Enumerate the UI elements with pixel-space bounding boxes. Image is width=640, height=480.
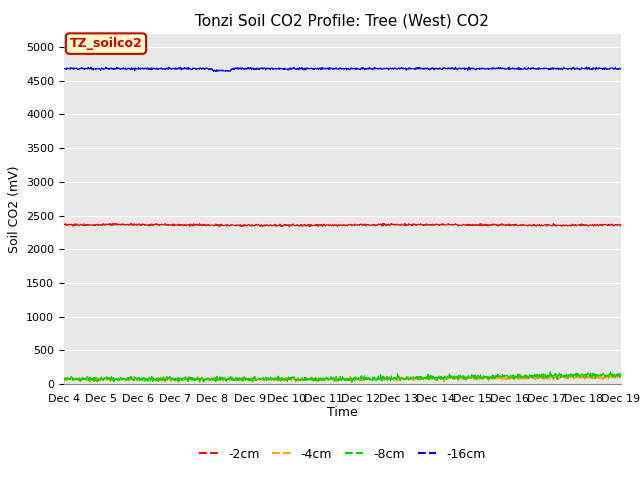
-16cm [452,64,460,70]
-8cm [301,374,309,380]
-2cm [248,223,255,229]
Text: TZ_soilco2: TZ_soilco2 [70,37,142,50]
-8cm [154,376,162,382]
-16cm [353,66,361,72]
Y-axis label: Soil CO2 (mV): Soil CO2 (mV) [8,165,20,252]
-4cm [617,374,625,380]
-4cm [365,375,372,381]
-8cm [617,371,625,376]
-16cm [248,65,256,71]
-2cm [353,222,361,228]
Legend: -2cm, -4cm, -8cm, -16cm: -2cm, -4cm, -8cm, -16cm [194,443,491,466]
-8cm [348,379,356,385]
-4cm [154,378,162,384]
-8cm [134,375,141,381]
-4cm [353,377,361,383]
-8cm [353,376,361,382]
-4cm [248,376,256,382]
-2cm [302,223,310,228]
X-axis label: Time: Time [327,407,358,420]
-2cm [134,222,141,228]
Line: -8cm: -8cm [64,372,621,382]
-4cm [302,378,310,384]
-2cm [154,221,162,227]
-16cm [617,66,625,72]
-4cm [568,372,576,378]
-2cm [617,222,625,228]
-16cm [154,67,162,72]
-16cm [365,66,372,72]
-16cm [302,67,310,72]
Title: Tonzi Soil CO2 Profile: Tree (West) CO2: Tonzi Soil CO2 Profile: Tree (West) CO2 [195,13,490,28]
-2cm [365,222,372,228]
-16cm [60,65,68,71]
-8cm [365,376,372,382]
-8cm [60,376,68,382]
-2cm [401,220,409,226]
-4cm [60,377,68,383]
-8cm [547,369,554,375]
Line: -2cm: -2cm [64,223,621,227]
-16cm [210,69,218,74]
-8cm [248,375,255,381]
-16cm [134,66,141,72]
Line: -4cm: -4cm [64,375,621,382]
-2cm [60,221,68,227]
-4cm [174,379,182,385]
Line: -16cm: -16cm [64,67,621,72]
-4cm [134,377,141,383]
-2cm [259,224,266,229]
